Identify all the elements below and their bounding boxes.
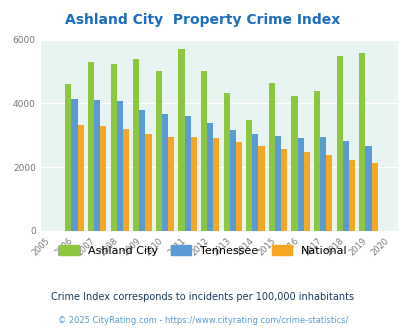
- Bar: [336, 55, 342, 231]
- Bar: [348, 160, 354, 231]
- Bar: [268, 83, 274, 231]
- Bar: [122, 129, 128, 231]
- Bar: [223, 93, 229, 231]
- Bar: [88, 62, 94, 231]
- Bar: [207, 123, 213, 231]
- Bar: [65, 83, 71, 231]
- Bar: [313, 91, 320, 231]
- Bar: [258, 146, 264, 231]
- Bar: [145, 134, 151, 231]
- Bar: [190, 137, 196, 231]
- Bar: [139, 110, 145, 231]
- Bar: [252, 134, 258, 231]
- Bar: [364, 146, 371, 231]
- Bar: [116, 101, 122, 231]
- Bar: [235, 142, 241, 231]
- Text: Ashland City  Property Crime Index: Ashland City Property Crime Index: [65, 13, 340, 27]
- Bar: [156, 71, 162, 231]
- Bar: [178, 49, 184, 231]
- Legend: Ashland City, Tennessee, National: Ashland City, Tennessee, National: [54, 241, 351, 260]
- Bar: [358, 53, 364, 231]
- Bar: [71, 99, 77, 231]
- Bar: [162, 114, 168, 231]
- Bar: [100, 126, 106, 231]
- Bar: [200, 71, 207, 231]
- Bar: [291, 96, 297, 231]
- Bar: [246, 120, 252, 231]
- Text: Crime Index corresponds to incidents per 100,000 inhabitants: Crime Index corresponds to incidents per…: [51, 292, 354, 302]
- Bar: [184, 115, 190, 231]
- Bar: [274, 136, 280, 231]
- Bar: [371, 163, 377, 231]
- Bar: [110, 64, 116, 231]
- Bar: [326, 155, 332, 231]
- Bar: [229, 130, 235, 231]
- Bar: [320, 137, 326, 231]
- Bar: [133, 59, 139, 231]
- Bar: [303, 151, 309, 231]
- Bar: [280, 149, 286, 231]
- Text: © 2025 CityRating.com - https://www.cityrating.com/crime-statistics/: © 2025 CityRating.com - https://www.city…: [58, 315, 347, 325]
- Bar: [77, 125, 83, 231]
- Bar: [297, 139, 303, 231]
- Bar: [168, 137, 174, 231]
- Bar: [94, 100, 100, 231]
- Bar: [213, 139, 219, 231]
- Bar: [342, 141, 348, 231]
